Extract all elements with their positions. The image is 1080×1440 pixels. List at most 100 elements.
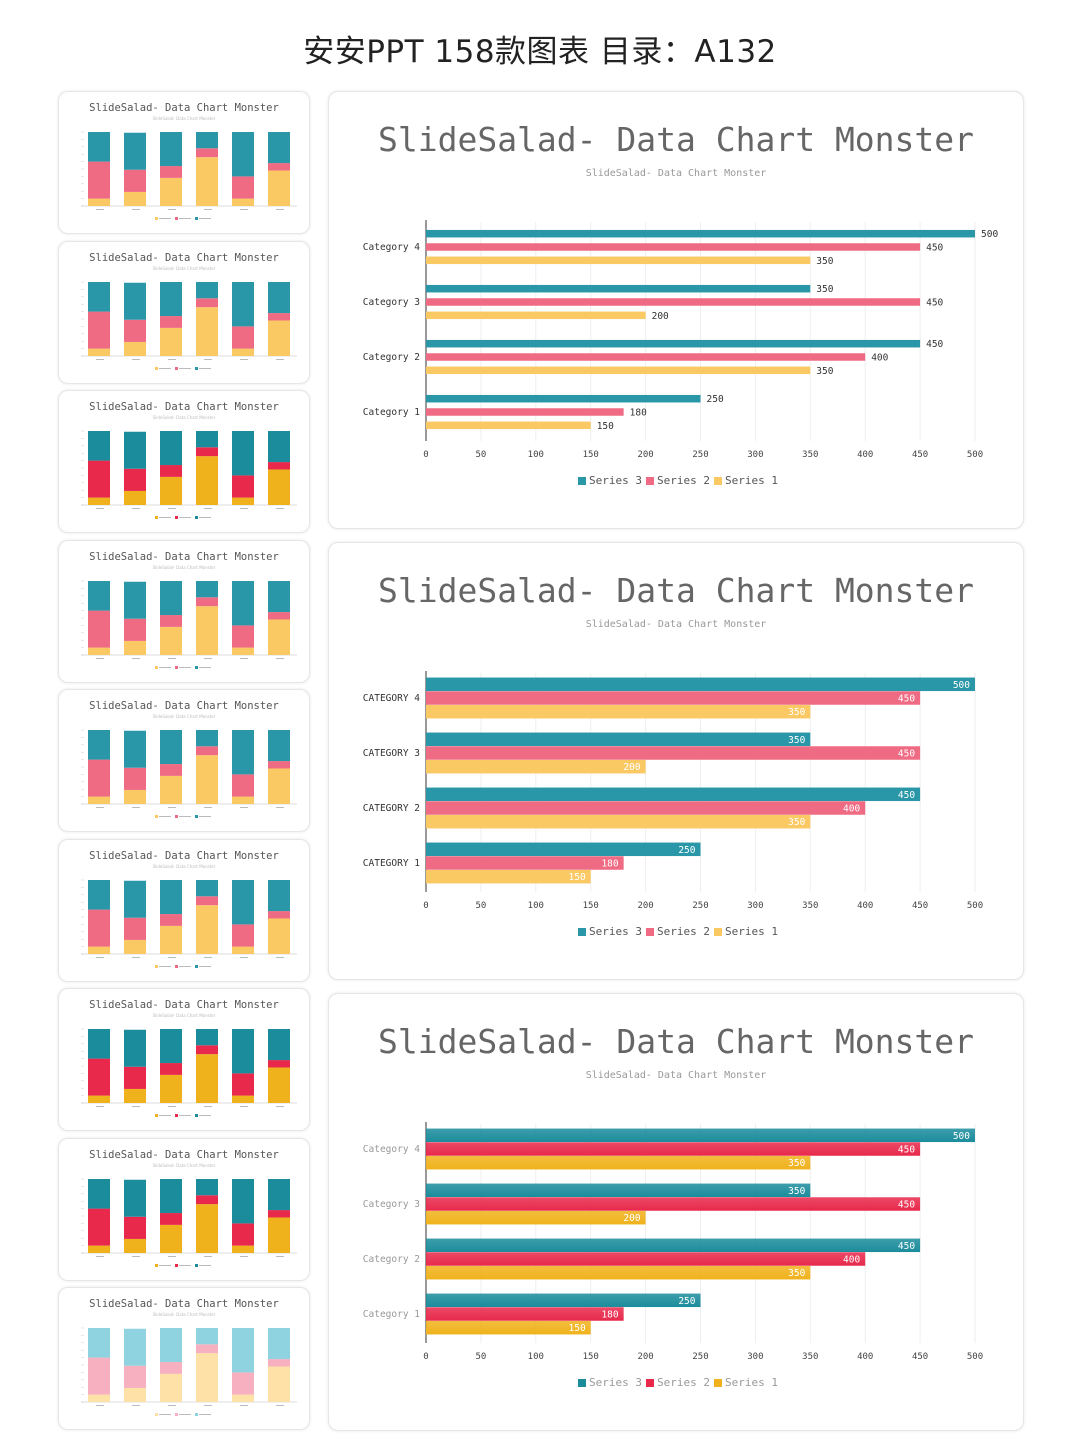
thumbnail-slide-2[interactable]: SlideSalad- Data Chart Monster SlideSalad… <box>58 241 310 384</box>
stack-segment <box>124 767 146 790</box>
legend-swatch <box>155 965 158 968</box>
thumbnail-title: SlideSalad- Data Chart Monster <box>89 700 279 712</box>
legend-label <box>199 368 211 369</box>
stack-segment <box>124 1029 146 1067</box>
category-tick-label <box>276 807 284 808</box>
bar-series-2 <box>426 243 921 251</box>
legend-swatch <box>175 516 178 519</box>
legend-label: Series 2 <box>657 474 710 487</box>
x-tick-label: 0 <box>423 1352 428 1362</box>
stack-segment <box>124 341 146 356</box>
stack-segment <box>88 730 110 760</box>
bar-chart-slide-3[interactable]: SlideSalad- Data Chart Monster SlideSala… <box>328 993 1024 1431</box>
x-tick-label: 300 <box>747 901 763 911</box>
stack-segment <box>232 348 254 356</box>
stack-segment <box>124 468 146 491</box>
data-label: 500 <box>953 680 970 691</box>
stack-segment <box>196 157 218 206</box>
stack-segment <box>124 618 146 641</box>
category-label: CATEGORY 2 <box>363 803 420 814</box>
legend-label: Series 2 <box>657 1376 710 1389</box>
category-tick-label <box>168 359 176 360</box>
thumbnail-chart <box>81 1327 297 1416</box>
thumbnail-slide-6[interactable]: SlideSalad- Data Chart Monster SlideSalad… <box>58 839 310 982</box>
stack-segment <box>232 647 254 655</box>
legend-label <box>179 218 191 219</box>
x-tick-label: 100 <box>528 450 544 460</box>
stack-segment <box>232 475 254 498</box>
x-tick-label: 150 <box>583 1352 599 1362</box>
stack-segment <box>196 307 218 356</box>
legend-swatch <box>646 477 654 485</box>
thumbnail-slide-9[interactable]: SlideSalad- Data Chart Monster SlideSalad… <box>58 1287 310 1430</box>
category-tick-label <box>276 508 284 509</box>
thumbnail-slide-7[interactable]: SlideSalad- Data Chart Monster SlideSalad… <box>58 988 310 1131</box>
category-tick-label <box>204 957 212 958</box>
stack-segment <box>232 1095 254 1103</box>
category-tick-label <box>96 209 104 210</box>
x-tick-label: 200 <box>637 450 653 460</box>
stack-segment <box>160 1373 182 1402</box>
stack-segment <box>160 581 182 616</box>
stack-segment <box>88 1095 110 1103</box>
legend-label <box>159 1414 171 1415</box>
thumbnail-slide-3[interactable]: SlideSalad- Data Chart Monster SlideSalad… <box>58 390 310 533</box>
bar-series-1 <box>426 869 591 884</box>
data-label: 180 <box>601 1310 618 1321</box>
stack-segment <box>124 132 146 170</box>
category-tick-label <box>132 1106 140 1107</box>
stack-segment <box>124 431 146 469</box>
stack-segment <box>160 775 182 804</box>
bar-chart-slide-1[interactable]: SlideSalad- Data Chart Monster SlideSala… <box>328 91 1024 529</box>
data-label: 450 <box>898 1145 915 1156</box>
stack-segment <box>196 746 218 756</box>
thumbnail-slide-5[interactable]: SlideSalad- Data Chart Monster SlideSalad… <box>58 689 310 832</box>
stack-segment <box>196 431 218 448</box>
thumbnail-slide-1[interactable]: SlideSalad- Data Chart Monster SlideSalad… <box>58 91 310 234</box>
stack-segment <box>196 896 218 906</box>
legend-swatch <box>713 928 722 936</box>
thumbnail-slide-8[interactable]: SlideSalad- Data Chart Monster SlideSalad… <box>58 1138 310 1281</box>
category-tick-label <box>204 209 212 210</box>
legend-label: Series 3 <box>589 474 642 487</box>
data-label: 350 <box>788 1268 805 1279</box>
stack-segment <box>196 132 218 149</box>
stack-segment <box>232 326 254 349</box>
stack-segment <box>268 313 290 321</box>
category-tick-label <box>132 1256 140 1257</box>
bar-series-3 <box>426 1183 811 1198</box>
stack-segment <box>268 1328 290 1360</box>
thumbnail-subtitle: SlideSalad- Data Chart Monster <box>152 714 216 719</box>
bar-series-1 <box>426 1320 591 1335</box>
stack-segment <box>232 730 254 775</box>
chart-subtitle: SlideSalad- Data Chart Monster <box>585 619 767 630</box>
thumbnail-slide-4[interactable]: SlideSalad- Data Chart Monster SlideSalad… <box>58 540 310 683</box>
category-label: Category 4 <box>363 1144 420 1155</box>
category-tick-label <box>168 658 176 659</box>
stack-segment <box>88 161 110 199</box>
stack-segment <box>232 132 254 177</box>
bar-series-2 <box>426 1142 921 1156</box>
category-tick-label <box>240 209 248 210</box>
stack-segment <box>124 1238 146 1253</box>
bar-chart-slide-2[interactable]: SlideSalad- Data Chart Monster SlideSala… <box>328 542 1024 980</box>
legend-swatch <box>175 1413 178 1416</box>
data-label: 180 <box>630 408 647 419</box>
x-tick-label: 50 <box>475 901 486 911</box>
category-tick-label <box>240 957 248 958</box>
data-label: 450 <box>898 790 915 801</box>
x-tick-label: 300 <box>747 1352 763 1362</box>
legend-swatch <box>155 1114 158 1117</box>
stack-segment <box>124 880 146 918</box>
data-label: 450 <box>898 1241 915 1252</box>
thumbnail-chart <box>81 281 297 370</box>
stack-segment <box>88 198 110 206</box>
stack-segment <box>88 348 110 356</box>
stack-segment <box>268 1366 290 1402</box>
category-tick-label <box>132 1405 140 1406</box>
stack-segment <box>196 1344 218 1354</box>
stack-segment <box>88 796 110 804</box>
stack-segment <box>88 1328 110 1358</box>
category-tick-label <box>276 359 284 360</box>
category-tick-label <box>204 807 212 808</box>
